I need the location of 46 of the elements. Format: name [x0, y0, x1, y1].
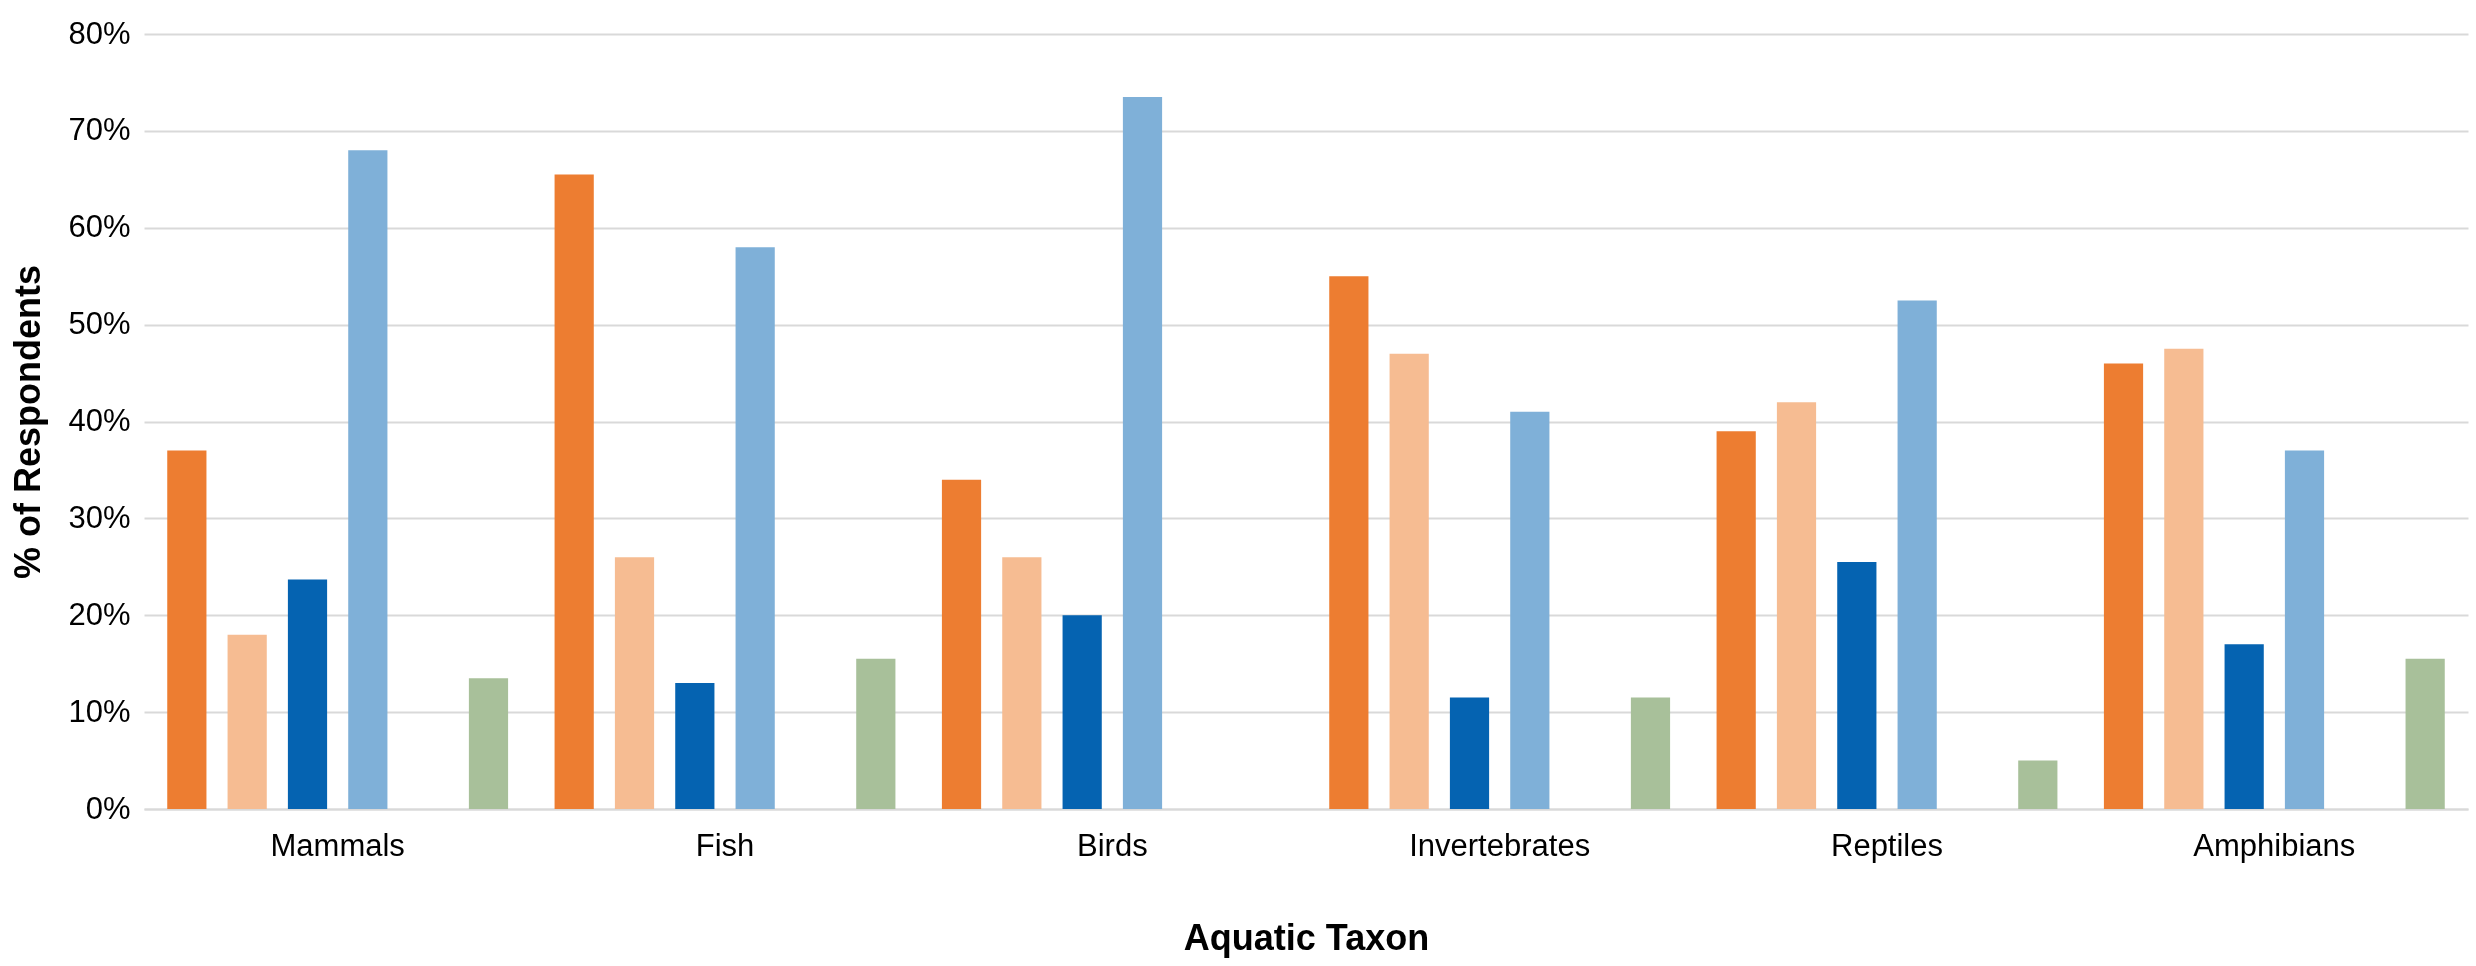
y-tick-label: 50%: [68, 306, 131, 342]
bar: [675, 683, 715, 809]
y-tick-label: 80%: [68, 15, 131, 51]
bar: [1329, 276, 1369, 809]
y-tick-label: 70%: [68, 112, 131, 148]
bar: [554, 174, 594, 809]
x-tick-label: Fish: [695, 827, 755, 863]
bar: [2284, 450, 2325, 809]
y-tick-label: 10%: [68, 693, 131, 729]
bar: [941, 479, 982, 809]
x-tick-label: Birds: [1077, 827, 1148, 863]
y-tick-label: 30%: [68, 499, 131, 535]
bar: [1716, 431, 1756, 809]
y-axis-title: % of Respondents: [7, 264, 49, 580]
bar: [1449, 697, 1490, 809]
bar: [1122, 96, 1163, 809]
bar: [2018, 760, 2058, 809]
bar: [1630, 697, 1671, 809]
bar: [856, 658, 896, 809]
x-tick-label: Amphibians: [2193, 827, 2356, 863]
y-tick-label: 40%: [68, 403, 131, 438]
bar: [348, 150, 388, 809]
y-tick-label: 20%: [68, 596, 131, 632]
bar: [227, 634, 267, 809]
x-tick-label: Mammals: [270, 827, 405, 863]
bar: [2164, 348, 2204, 809]
bar: [468, 678, 509, 809]
x-axis-title: Aquatic Taxon: [1183, 916, 1430, 958]
bar: [1002, 557, 1042, 809]
bar: [1897, 300, 1937, 809]
bar: [2224, 644, 2264, 809]
bar: [1776, 402, 1817, 809]
bar: [1062, 615, 1102, 809]
x-tick-label: Reptiles: [1831, 827, 1943, 863]
bar: [2405, 658, 2445, 809]
x-tick-label: Invertebrates: [1409, 827, 1591, 863]
bar: [1510, 411, 1550, 809]
bar: [2103, 363, 2144, 809]
bar: [287, 579, 328, 809]
bar: [735, 247, 775, 809]
y-tick-label: 0%: [85, 790, 131, 826]
bar: [614, 557, 655, 809]
y-tick-label: 60%: [68, 209, 131, 245]
bar: [1389, 353, 1429, 809]
bar: [167, 450, 207, 809]
bar: [1837, 561, 1877, 809]
